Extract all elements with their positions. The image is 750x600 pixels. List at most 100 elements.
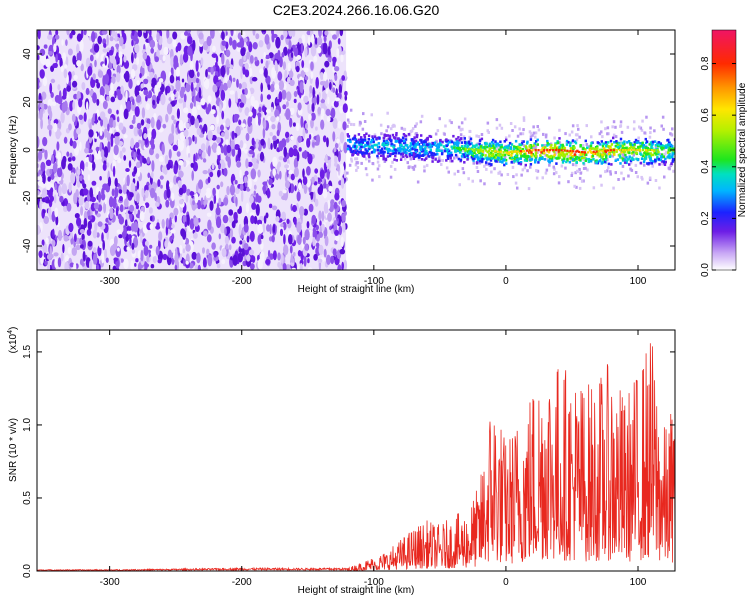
noise-cell [282,262,287,270]
band-cell [501,153,505,157]
noise-cell [245,132,250,142]
noise-cell [279,228,284,237]
band-cell [514,154,518,157]
noise-cell [39,244,44,249]
band-cell [632,150,635,154]
noise-cell [239,169,242,179]
noise-cell [323,35,327,43]
noise-cell [258,40,264,48]
noise-cell [149,223,154,230]
ridge-cell [578,150,581,153]
band-cell [423,147,426,151]
band-cell [480,145,483,148]
band-cell [478,159,481,163]
noise-cell [310,44,317,57]
band-cell [365,132,368,136]
band-halo-cell [493,167,496,171]
noise-cell [260,138,265,146]
noise-cell [333,201,338,210]
band-cell [349,150,353,153]
band-cell [524,163,527,167]
band-cell [408,149,412,152]
band-cell [360,145,363,149]
noise-cell [157,259,162,264]
noise-cell [303,95,309,104]
band-cell [386,141,390,145]
band-halo-cell [461,127,464,131]
band-halo-cell [487,131,490,134]
noise-cell [272,223,276,234]
band-cell [586,146,589,149]
noise-cell [229,228,234,239]
noise-cell [43,216,49,224]
noise-cell [100,118,104,127]
noise-cell [115,52,120,63]
band-cell [460,155,464,158]
noise-cell [46,181,51,191]
band-cell [422,140,426,144]
band-halo-cell [460,121,464,125]
noise-cell [277,49,281,61]
band-halo-cell [410,129,414,133]
band-halo-cell [643,163,646,167]
noise-cell [322,188,328,199]
noise-cell [118,234,123,239]
noise-cell [212,84,218,93]
noise-cell [303,184,308,195]
band-halo-cell [575,185,578,189]
noise-cell [244,69,250,78]
band-halo-cell [592,186,596,190]
noise-cell [282,189,287,194]
band-cell [399,141,402,144]
band-halo-cell [506,173,510,176]
noise-cell [318,231,324,238]
band-cell [614,144,617,148]
band-cell [516,148,519,151]
band-cell [378,136,381,140]
noise-cell [243,37,248,43]
band-cell [377,152,380,155]
ridge-cell [467,147,470,151]
band-cell [435,144,438,147]
noise-cell [294,185,297,192]
band-cell [559,151,562,155]
band-halo-cell [373,133,377,137]
band-cell [402,146,406,149]
noise-cell [209,124,215,131]
noise-cell [54,182,57,191]
band-cell [412,155,415,158]
band-cell [629,143,632,146]
noise-cell [323,248,327,258]
band-halo-cell [522,116,526,120]
noise-cell [78,195,84,206]
band-halo-cell [553,136,556,140]
ridge-cell [537,149,540,152]
noise-cell [176,108,180,119]
band-cell [456,144,460,147]
band-cell [377,142,380,145]
band-halo-cell [444,124,447,128]
band-cell [570,156,573,160]
band-cell [607,141,610,144]
band-halo-cell [661,115,665,119]
band-cell [440,143,443,147]
noise-cell [65,39,68,46]
noise-cell [67,157,72,162]
band-cell [652,153,655,157]
noise-cell [206,234,212,243]
ridge-cell [560,149,563,152]
noise-cell [48,118,51,126]
noise-cell [172,144,178,151]
noise-cell [247,116,252,128]
noise-cell [334,229,339,236]
band-cell [457,141,460,145]
noise-cell [152,255,157,264]
noise-cell [101,232,104,242]
noise-cell [142,52,147,60]
noise-cell [297,234,302,246]
band-cell [388,136,392,139]
band-cell [646,162,649,165]
noise-cell [340,236,344,248]
ridge-cell [461,147,464,150]
noise-cell [133,126,139,137]
